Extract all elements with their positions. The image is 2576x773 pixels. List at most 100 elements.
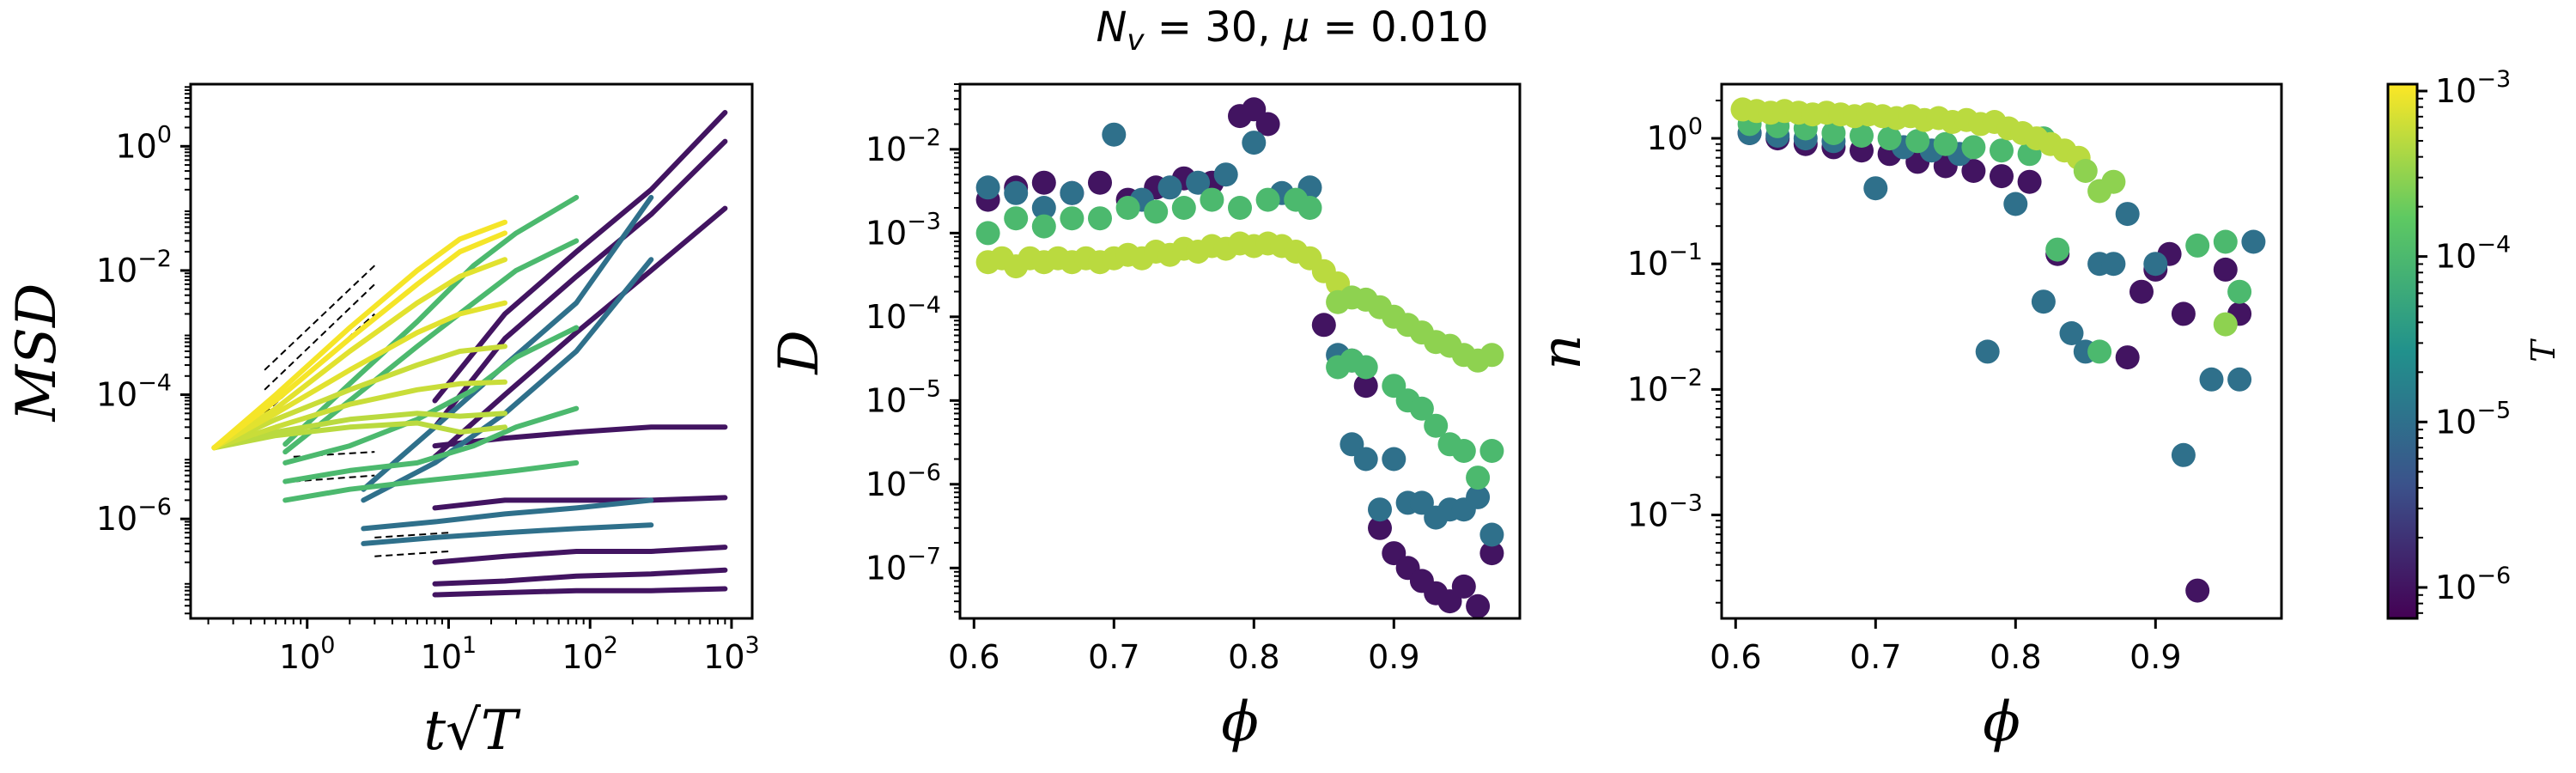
d-point (1186, 170, 1211, 195)
msd-series-line (283, 325, 580, 466)
n-point (1975, 339, 2000, 364)
d-point (1115, 196, 1140, 220)
n-point (1933, 131, 1958, 156)
msd-ytick-label: 10−2 (96, 246, 172, 289)
n-axes: 10−3 10−2 10−1 100 0.6 0.7 0.8 0.9 (1627, 100, 2182, 676)
msd-xlabel: t√T (423, 699, 521, 763)
msd-series-line (283, 194, 580, 447)
msd-series-line (283, 460, 580, 503)
d-point (1031, 196, 1056, 220)
colorbar-label: T (2524, 338, 2562, 362)
n-point (2213, 257, 2238, 282)
d-point (1144, 199, 1169, 224)
msd-reference-line (293, 474, 375, 483)
n-point (2213, 312, 2238, 337)
d-point (1171, 196, 1196, 220)
n-point (2003, 192, 2028, 216)
n-xlabel: ϕ (1983, 691, 2020, 754)
msd-series-line (432, 586, 728, 598)
d-point (1060, 180, 1084, 205)
d-xlabel: ϕ (1221, 691, 1259, 754)
msd-series-line (211, 420, 507, 451)
d-point (1382, 447, 1406, 472)
msd-reference-line (374, 551, 449, 557)
n-point (1905, 129, 1930, 154)
n-point (2241, 229, 2266, 254)
colorbar-tick-label: 10−5 (2435, 397, 2511, 441)
n-xtick-label: 0.9 (2129, 638, 2181, 676)
d-point (1088, 170, 1112, 195)
msd-series-line (432, 110, 728, 404)
n-ylabel: n (1530, 334, 1594, 369)
d-point (1409, 396, 1434, 421)
d-point (1368, 515, 1392, 540)
d-point (1242, 131, 1267, 155)
msd-series-line (211, 300, 507, 451)
d-point (1451, 574, 1476, 599)
d-point (1466, 484, 1491, 509)
n-point (2101, 169, 2126, 194)
d-point (1353, 374, 1378, 399)
d-point (1088, 206, 1112, 231)
msd-reference-line (264, 283, 375, 391)
msd-xtick-label: 103 (703, 632, 760, 676)
d-point (1031, 170, 1056, 195)
n-xtick-label: 0.6 (1710, 638, 1761, 676)
n-point (2213, 229, 2238, 254)
n-ytick-label: 10−3 (1627, 490, 1703, 534)
n-point (2185, 233, 2210, 258)
n-xtick-label: 0.8 (1990, 638, 2041, 676)
colorbar-tick-label: 10−6 (2435, 563, 2511, 606)
n-panel: 10−3 10−2 10−1 100 0.6 0.7 0.8 0.9 ϕ n (1530, 82, 2283, 754)
d-point (1451, 439, 1476, 463)
d-point (1368, 497, 1392, 522)
d-point (1031, 214, 1056, 239)
d-point (1004, 206, 1029, 231)
msd-series-line (361, 497, 654, 532)
n-point (2185, 578, 2210, 603)
d-point (1479, 522, 1504, 547)
d-point (1004, 180, 1029, 205)
n-point (1961, 135, 1986, 160)
n-point (2143, 252, 2168, 277)
figure-title: Nv = 30, μ = 0.010 (1096, 3, 1488, 58)
d-xtick-label: 0.9 (1368, 638, 1419, 676)
n-point (1821, 121, 1846, 145)
colorbar-tick-label: 10−3 (2435, 66, 2511, 110)
msd-series-line (211, 379, 507, 451)
d-ytick-label: 10−4 (866, 292, 941, 336)
n-point (2073, 159, 2098, 183)
n-point (2227, 367, 2252, 392)
msd-series-line (432, 567, 728, 587)
d-point (1353, 447, 1378, 472)
msd-series-line (361, 522, 654, 546)
d-point (1479, 439, 1504, 463)
msd-ytick-label: 10−6 (96, 494, 172, 538)
d-ytick-label: 10−3 (866, 208, 941, 252)
n-point (2101, 252, 2126, 277)
d-point (1466, 466, 1491, 490)
msd-plot-area (211, 110, 728, 598)
d-point (1060, 206, 1084, 231)
n-point (1850, 124, 1874, 148)
n-point (2115, 202, 2140, 227)
d-point (1255, 187, 1280, 212)
d-ytick-label: 10−7 (866, 543, 941, 587)
msd-ytick-label: 100 (115, 121, 172, 165)
d-point (1228, 196, 1252, 220)
n-ytick-label: 100 (1646, 113, 1703, 157)
n-xtick-label: 0.7 (1850, 638, 1901, 676)
n-ytick-label: 10−1 (1627, 239, 1703, 283)
n-point (1863, 176, 1888, 201)
n-point (2045, 237, 2070, 262)
d-axes: 10−7 10−6 10−5 10−4 10−3 10−2 0.6 0.7 0.8 0.9 (866, 83, 1420, 676)
msd-series-line (211, 344, 507, 451)
msd-series-line (211, 257, 507, 451)
n-point (1990, 164, 2014, 189)
colorbar-tick-label: 10−4 (2435, 232, 2511, 276)
n-point (1961, 159, 1986, 183)
d-point (1200, 187, 1224, 212)
msd-series-line (211, 230, 507, 451)
msd-ytick-label: 10−4 (96, 370, 172, 414)
msd-ylabel: MSD (5, 283, 69, 423)
